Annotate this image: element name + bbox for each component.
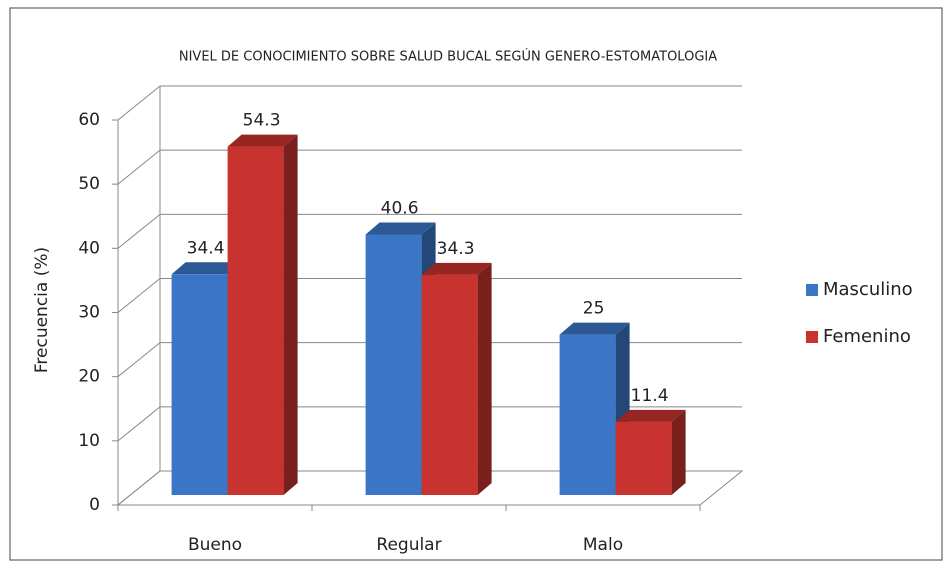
bar-side — [671, 409, 686, 495]
chart-title: NIVEL DE CONOCIMIENTO SOBRE SALUD BUCAL … — [179, 49, 717, 65]
bar-top — [171, 262, 242, 275]
y-axis-label: Frecuencia (%) — [32, 247, 52, 373]
legend-label: Femenino — [823, 326, 911, 347]
grid-line — [117, 278, 161, 313]
grid-line — [117, 85, 161, 121]
data-label: 34.4 — [187, 238, 225, 258]
grid-line — [117, 149, 161, 185]
x-tick-label: Bueno — [188, 535, 242, 555]
bar-top — [615, 409, 686, 422]
legend-swatch — [806, 284, 818, 296]
bar — [421, 274, 478, 495]
bar — [171, 274, 228, 495]
y-tick-label: 30 — [78, 303, 100, 323]
y-tick-label: 20 — [78, 367, 100, 387]
bar-top — [227, 134, 298, 147]
legend-label: Masculino — [823, 279, 913, 300]
x-tick-label: Regular — [376, 535, 441, 555]
grid-line — [117, 470, 161, 506]
bar — [227, 146, 284, 495]
bar — [615, 421, 672, 495]
y-tick-label: 10 — [78, 431, 100, 451]
bar — [559, 334, 616, 495]
grid-line — [117, 342, 161, 378]
y-tick-label: 60 — [78, 110, 100, 130]
data-label: 25 — [583, 299, 605, 319]
data-label: 34.3 — [437, 239, 475, 259]
grid-line — [117, 406, 161, 442]
legend-swatch — [806, 331, 818, 343]
y-tick-label: 50 — [78, 174, 100, 194]
grid-line — [117, 213, 161, 249]
bar-side — [477, 262, 492, 495]
bar-top — [559, 322, 630, 335]
data-label: 40.6 — [381, 198, 419, 218]
x-tick-label: Malo — [583, 535, 623, 555]
bar-top — [421, 262, 492, 275]
bar — [365, 234, 422, 495]
data-label: 54.3 — [243, 111, 281, 131]
data-label: 11.4 — [631, 386, 669, 406]
y-tick-label: 40 — [78, 238, 100, 258]
bar-top — [365, 222, 436, 235]
y-tick-label: 0 — [89, 495, 100, 515]
bar-side — [283, 134, 298, 495]
